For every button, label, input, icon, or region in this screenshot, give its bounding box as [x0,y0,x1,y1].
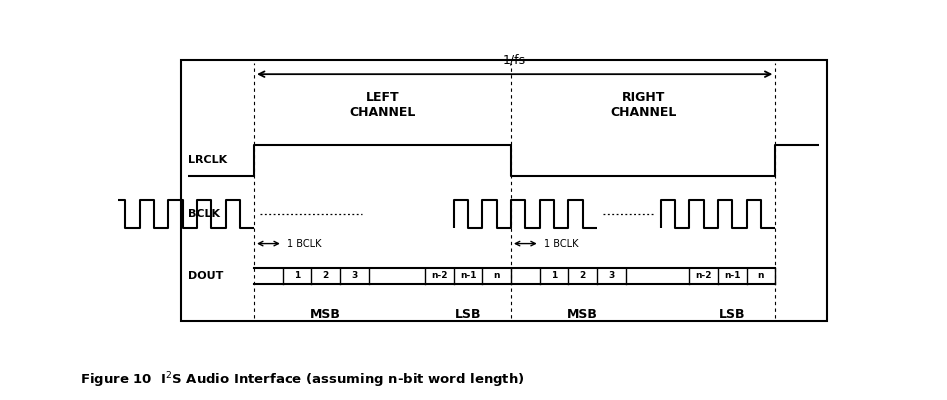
Text: LRCLK: LRCLK [188,156,227,166]
Text: n: n [493,272,500,280]
Text: DOUT: DOUT [188,271,223,281]
Text: MSB: MSB [311,308,341,321]
Text: LSB: LSB [719,308,745,321]
Text: 1 BCLK: 1 BCLK [545,238,579,248]
Text: LEFT
CHANNEL: LEFT CHANNEL [349,91,416,119]
Text: 1: 1 [294,272,300,280]
Text: 3: 3 [608,272,615,280]
Text: n-2: n-2 [431,272,448,280]
Text: 1: 1 [551,272,557,280]
Text: 1/fs: 1/fs [503,54,527,66]
Text: n: n [758,272,764,280]
Bar [181,60,827,320]
Text: 1 BCLK: 1 BCLK [287,238,322,248]
Text: 2: 2 [323,272,329,280]
Text: RIGHT
CHANNEL: RIGHT CHANNEL [610,91,676,119]
Text: BCLK: BCLK [188,209,220,219]
Text: MSB: MSB [567,308,598,321]
Text: n-2: n-2 [695,272,712,280]
Text: 2: 2 [580,272,585,280]
Text: n-1: n-1 [724,272,741,280]
Text: LSB: LSB [455,308,481,321]
Text: Figure 10  I$^2$S Audio Interface (assuming n-bit word length): Figure 10 I$^2$S Audio Interface (assumi… [80,370,526,390]
Text: n-1: n-1 [460,272,476,280]
Text: 3: 3 [351,272,357,280]
